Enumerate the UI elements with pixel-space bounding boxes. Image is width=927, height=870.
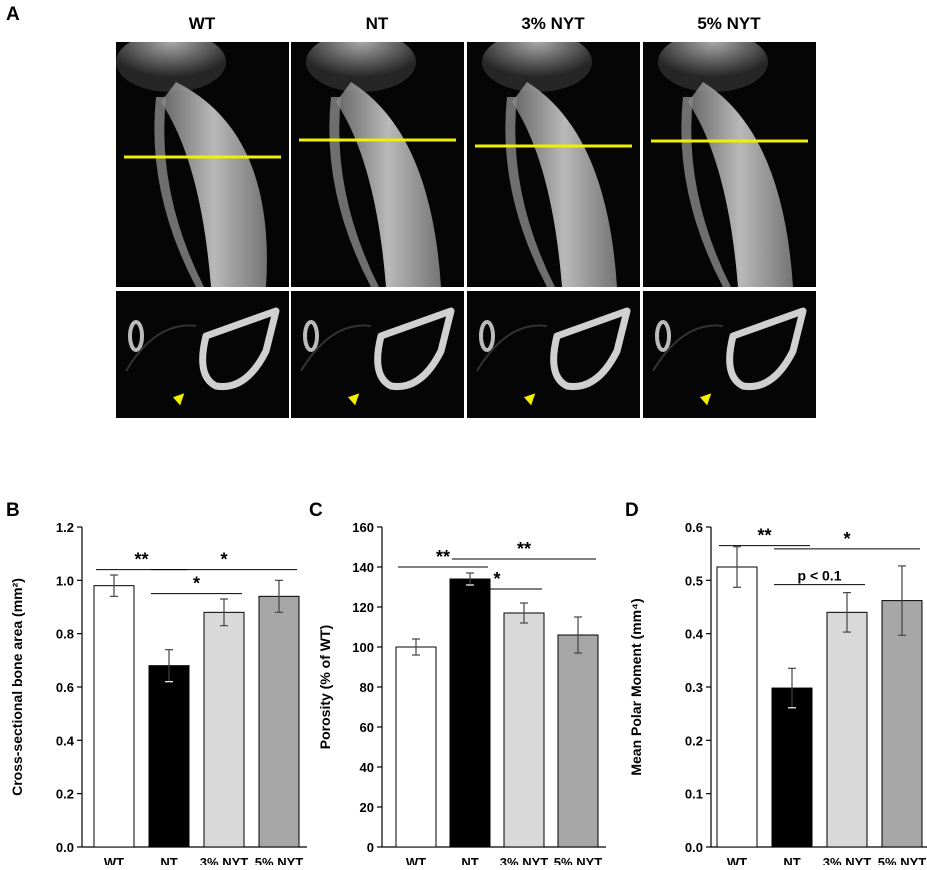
bar (881, 600, 923, 848)
x-tick-label: 3% NYT (500, 855, 548, 865)
chart-c: 0 20 40 60 80 100 120 140 160 Porosity (% of WT) W… (317, 520, 606, 865)
bar (771, 687, 813, 848)
y-tick-label: 0.0 (685, 840, 703, 855)
y-tick-label: 0.5 (685, 573, 703, 588)
significance-label: p < 0.1 (798, 568, 842, 584)
chart-b: 0.0 0.2 0.4 0.6 0.8 1.0 1.2 Cross-sectional bon… (9, 520, 307, 865)
xray-bone-image (643, 42, 816, 287)
cross-section-image (467, 291, 640, 418)
panel-letter-a: A (6, 4, 20, 25)
y-tick-label: 1.2 (56, 520, 74, 535)
x-tick-label: 3% NYT (823, 855, 871, 865)
y-tick-label: 1.0 (56, 573, 74, 588)
significance-label: ** (517, 539, 531, 559)
y-tick-label: 160 (352, 520, 374, 535)
x-tick-label: 5% NYT (554, 855, 602, 865)
bar (203, 611, 245, 848)
x-tick-label: 5% NYT (878, 855, 926, 865)
cross-section-image (291, 291, 464, 418)
y-tick-label: 0.4 (685, 627, 704, 642)
y-tick-label: 80 (360, 680, 374, 695)
y-axis-label: Cross-sectional bone area (mm²) (9, 578, 25, 796)
y-tick-label: 0.6 (56, 680, 74, 695)
panel-letter-b: B (6, 500, 20, 521)
y-tick-label: 120 (352, 600, 374, 615)
y-tick-label: 0 (367, 840, 374, 855)
y-tick-label: 0.4 (56, 733, 75, 748)
image-column-label: 3% NYT (521, 14, 585, 33)
image-column-label: WT (188, 14, 216, 33)
cross-section-image (643, 291, 816, 418)
x-tick-label: NT (160, 855, 177, 865)
y-axis-label: Mean Polar Moment (mm⁴) (628, 598, 644, 775)
bar (148, 665, 190, 848)
panel-letter-d: D (625, 500, 639, 521)
x-tick-label: WT (104, 855, 124, 865)
chart-d: 0.0 0.1 0.2 0.3 0.4 0.5 0.6 Mean Polar Moment (… (628, 520, 927, 865)
significance-label: ** (134, 550, 148, 570)
cross-section-image (116, 291, 289, 418)
significance-label: * (843, 529, 850, 549)
xray-bone-image (116, 42, 289, 287)
bar (449, 578, 491, 848)
bar (557, 634, 599, 848)
y-tick-label: 0.0 (56, 840, 74, 855)
y-tick-label: 0.3 (685, 680, 703, 695)
x-tick-label: WT (727, 855, 747, 865)
significance-label: ** (436, 547, 450, 567)
y-tick-label: 20 (360, 800, 374, 815)
image-column-label: 5% NYT (697, 14, 761, 33)
x-tick-label: NT (461, 855, 478, 865)
y-axis-label: Porosity (% of WT) (317, 625, 333, 749)
y-tick-label: 0.6 (685, 520, 703, 535)
significance-label: * (193, 574, 200, 594)
x-tick-label: 3% NYT (200, 855, 248, 865)
significance-label: * (220, 550, 227, 570)
y-tick-label: 0.8 (56, 627, 74, 642)
y-tick-label: 40 (360, 760, 374, 775)
y-tick-label: 0.2 (685, 733, 703, 748)
y-tick-label: 0.2 (56, 787, 74, 802)
y-tick-label: 140 (352, 560, 374, 575)
significance-label: * (493, 569, 500, 589)
panel-letter-c: C (309, 500, 323, 521)
bar (826, 611, 868, 848)
y-tick-label: 100 (352, 640, 374, 655)
bar (258, 595, 300, 848)
xray-bone-image (467, 42, 640, 287)
y-tick-label: 0.1 (685, 787, 703, 802)
y-tick-label: 60 (360, 720, 374, 735)
image-column-label: NT (365, 14, 389, 33)
bar (93, 585, 135, 848)
bar (395, 646, 437, 848)
x-tick-label: 5% NYT (255, 855, 303, 865)
x-tick-label: NT (783, 855, 800, 865)
bar (503, 612, 545, 848)
significance-label: ** (757, 526, 771, 546)
bar (716, 566, 758, 848)
x-tick-label: WT (406, 855, 426, 865)
xray-bone-image (291, 42, 464, 287)
